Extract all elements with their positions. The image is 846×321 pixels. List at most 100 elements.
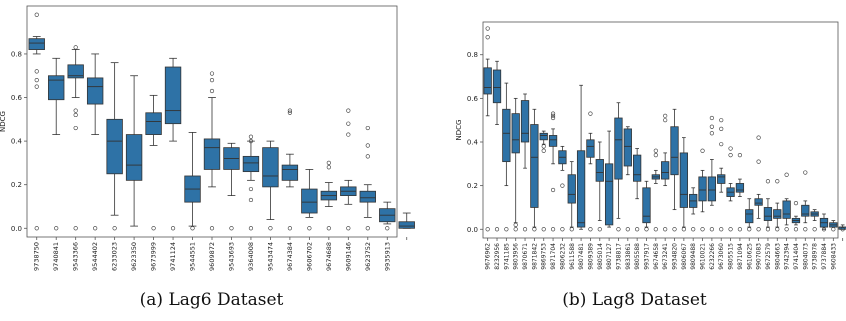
box-body [301,188,318,214]
box-9907083 [754,135,763,232]
box-9807481 [576,84,586,230]
x-tick-label: 9738978 [812,243,819,270]
outlier-point [588,227,593,232]
outlier-point [747,227,752,232]
x-tick-label: 9673241 [662,243,669,270]
box-undefined [398,212,415,229]
y-tick-label: 0.0 [467,226,478,234]
outlier-point [550,115,556,121]
chart-panel-lag8: 0.0 0.2 0.4 0.6 0.8 NDCG 9676962 8232956 9741185… [423,0,846,321]
outlier-point [73,45,78,50]
x-tick-label: 9742394 [784,243,791,270]
box-body [359,190,376,203]
outlier-point [550,187,556,193]
x-tick-label: 9673999 [150,242,158,271]
outlier-point [569,227,574,232]
outlier-point [209,77,215,83]
outlier-point [737,227,743,232]
box-body [281,164,299,181]
outlier-point [541,148,546,153]
outlier-point [307,226,312,231]
outlier-point [616,227,621,232]
y-tick-label: 0.8 [467,51,478,59]
x-tick-label: 9805588 [634,243,641,270]
x-tick-label: 9809488 [690,243,697,270]
box-9804663 [773,179,782,232]
box-body [576,150,586,228]
outlier-point [700,148,705,153]
outlier-point [597,227,602,232]
chart-panel-lag6: 0.0 0.2 0.4 0.6 0.8 NDCG 9738750 9740841 9543366… [0,5,415,310]
x-tick-label: 9871094 [737,243,744,270]
x-tick-label: 9611588 [569,243,576,270]
box-9738817 [614,102,623,232]
outlier-point [728,227,733,232]
box-9674658 [651,148,660,232]
outlier-point [346,132,351,137]
x-tick-label: 9674688 [325,242,333,271]
x-tick-label: 9364008 [247,242,255,271]
x-tick-label: 9807127 [606,243,613,270]
caption-lag6: (a) Lag6 Dataset [139,290,284,310]
outlier-point [793,200,799,206]
outlier-point [93,226,98,231]
outlier-point [709,227,714,232]
outlier-point [513,222,518,228]
y-axis-label: NDCG [455,120,463,141]
x-tick-label: 9741404 [793,243,800,270]
box-body [763,207,773,221]
box-9741124 [164,57,182,231]
box-9806232 [558,145,567,232]
box-9544551 [184,131,201,231]
outlier-point [365,125,370,131]
plot-frame [482,21,839,239]
outlier-point [485,35,490,40]
outlier-point [494,227,500,232]
x-tick-label: 9674384 [286,242,294,271]
box-9610021 [698,148,707,232]
outlier-point [268,226,273,231]
box-body [782,200,791,219]
box-9937917 [642,180,651,232]
y-tick-label: 0.2 [467,182,478,190]
outlier-point [248,186,254,192]
outlier-point [653,227,658,232]
box-9738750 [28,12,45,231]
x-tick-label: 9623350 [130,242,138,271]
outlier-point [248,197,254,203]
outlier-point [784,172,789,177]
box-body [398,221,415,229]
outlier-point [326,165,331,170]
x-tick-label: 9543366 [72,242,80,271]
x-tick-label: 9623752 [364,242,372,271]
outlier-point [346,226,351,231]
x-tick-label: 9806067 [681,243,688,270]
box-9806067 [679,137,688,232]
outlier-point [719,126,724,132]
outlier-point [248,226,254,231]
x-tick-label: 9544551 [189,242,197,271]
box-body [717,174,726,184]
outlier-point [550,113,556,118]
x-tick-label: 9871704 [550,243,557,270]
box-9871094 [735,152,745,232]
x-tick-label: 9738750 [33,242,41,271]
x-tick-label: 9543693 [227,242,235,271]
outlier-point [663,113,668,118]
x-tick-label: 9907083 [756,243,763,270]
x-tick-label: 9606702 [305,242,313,271]
box-9364008 [242,134,260,231]
caption-lag8: (b) Lag8 Dataset [562,290,707,310]
box-body [492,69,502,104]
outlier-point [346,121,351,126]
box-body [623,128,632,167]
outlier-point [190,226,195,231]
box-body [586,139,595,158]
box-body [28,38,45,50]
outlier-point [485,227,490,232]
x-tick-label: 9674658 [653,243,660,270]
box-9623350 [125,75,143,227]
box-body [164,66,182,125]
x-tick-label: 6232266 [709,243,716,270]
x-tick-label: 9609146 [344,242,352,271]
